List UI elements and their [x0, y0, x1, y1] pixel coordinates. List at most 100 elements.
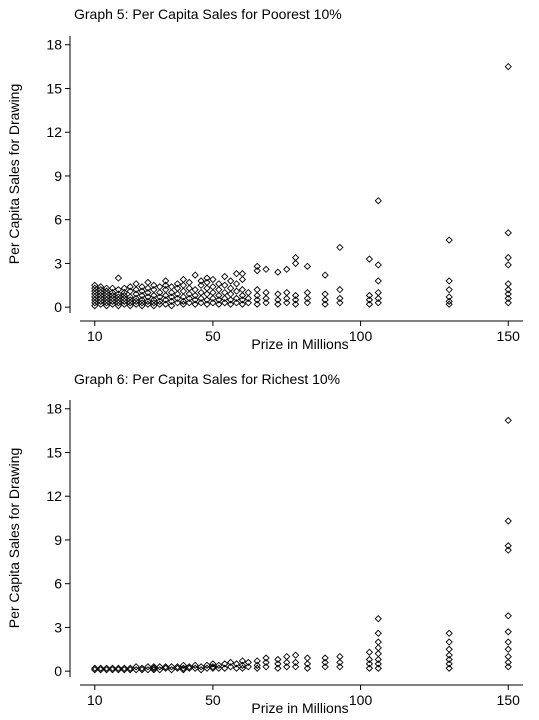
data-point — [445, 629, 453, 637]
y-tick-label: 15 — [46, 444, 62, 460]
data-point — [167, 293, 176, 301]
data-point — [120, 294, 128, 303]
data-point — [91, 290, 99, 298]
data-point — [120, 291, 128, 300]
data-point — [226, 300, 235, 308]
data-point — [504, 546, 512, 554]
x-tick-label: 10 — [87, 328, 103, 344]
data-point — [191, 286, 199, 294]
data-point — [97, 288, 105, 297]
data-point — [179, 281, 188, 289]
data-point — [283, 663, 291, 671]
data-point — [374, 299, 382, 307]
data-point — [209, 663, 217, 671]
data-point — [445, 664, 453, 672]
data-point — [91, 284, 99, 292]
data-point — [120, 284, 128, 292]
data-point — [126, 299, 134, 307]
data-point — [102, 284, 111, 292]
x-tick-label: 50 — [205, 692, 221, 708]
data-point — [262, 299, 270, 307]
data-point — [226, 663, 235, 671]
data-point — [221, 272, 229, 281]
data-point — [445, 660, 453, 668]
data-point — [102, 664, 111, 672]
data-point — [114, 290, 123, 298]
data-point — [179, 664, 188, 672]
data-point — [221, 299, 229, 307]
data-point — [132, 666, 140, 674]
data-point — [262, 288, 270, 297]
data-point — [321, 296, 329, 304]
data-point — [215, 296, 223, 304]
data-point — [126, 283, 134, 291]
data-point — [150, 302, 158, 310]
x-axis-label: Prize in Millions — [251, 336, 348, 352]
x-tick-label: 150 — [497, 692, 521, 708]
data-point — [504, 286, 512, 294]
data-point — [365, 664, 374, 672]
data-point — [253, 657, 261, 665]
data-point — [504, 261, 512, 269]
data-point — [445, 638, 453, 646]
data-point — [262, 294, 270, 303]
data-point — [156, 293, 164, 301]
data-point — [150, 281, 158, 289]
y-tick-label: 0 — [54, 663, 62, 679]
data-point — [215, 280, 223, 288]
data-point — [185, 284, 193, 292]
data-point — [303, 660, 312, 668]
data-point — [126, 296, 134, 304]
data-point — [232, 660, 241, 668]
data-point — [108, 284, 117, 292]
data-point — [215, 661, 223, 669]
y-tick-label: 18 — [46, 37, 62, 53]
data-point — [215, 291, 223, 300]
data-point — [374, 261, 382, 269]
data-point — [232, 299, 241, 307]
tick-group: 0 3 6 9 12 15 18 10 50 100 150 — [46, 37, 520, 344]
data-point — [150, 291, 158, 300]
data-point — [445, 286, 453, 294]
data-point — [114, 299, 123, 307]
data-point — [156, 300, 164, 308]
data-point — [321, 290, 329, 298]
data-point — [203, 284, 211, 292]
data-point — [150, 286, 158, 294]
data-point — [179, 293, 188, 301]
data-point — [167, 663, 176, 671]
data-point — [197, 666, 205, 674]
data-point — [126, 287, 134, 295]
y-tick-label: 0 — [54, 299, 62, 315]
data-point — [291, 651, 300, 659]
data-point — [504, 280, 512, 288]
data-point — [91, 296, 99, 304]
data-point — [274, 664, 282, 672]
data-point — [262, 654, 270, 662]
data-point — [120, 297, 128, 305]
data-point — [138, 299, 146, 307]
data-point — [185, 294, 193, 303]
data-point — [114, 302, 123, 310]
tick-group: 0 3 6 9 12 15 18 10 50 100 150 — [46, 401, 520, 708]
data-point — [108, 300, 117, 308]
data-point — [262, 265, 270, 273]
data-point — [144, 278, 152, 287]
data-point — [144, 297, 152, 305]
data-point — [262, 658, 270, 667]
data-point — [108, 297, 117, 305]
y-tick-label: 9 — [54, 532, 62, 548]
data-point — [209, 288, 217, 297]
data-point — [365, 660, 374, 668]
data-point — [120, 288, 128, 297]
x-axis-label: Prize in Millions — [251, 700, 348, 716]
data-point — [91, 302, 99, 310]
data-point — [504, 612, 512, 620]
data-point — [244, 294, 252, 303]
data-point — [97, 286, 105, 294]
x-tick-label: 10 — [87, 692, 103, 708]
data-point — [126, 302, 134, 310]
data-point — [150, 663, 158, 671]
data-point — [291, 658, 300, 667]
data-point — [253, 664, 261, 672]
